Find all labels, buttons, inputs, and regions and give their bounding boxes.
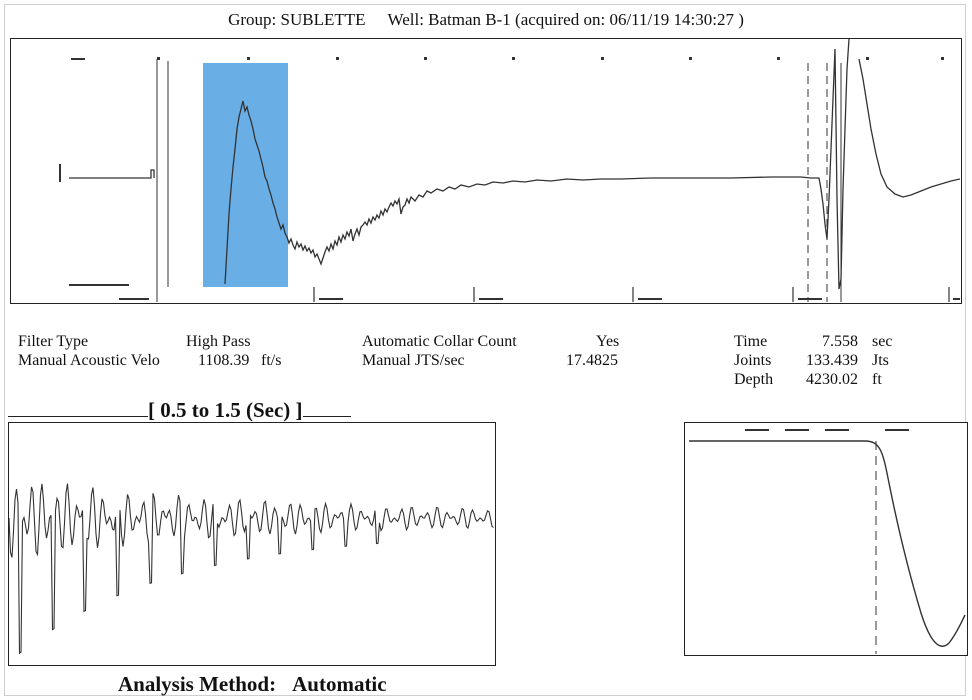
time-label: Time: [734, 333, 768, 350]
top-tick-6: [689, 57, 692, 60]
manual-velocity-label: Manual Acoustic Velo: [18, 352, 160, 369]
manual-velocity-unit: ft/s: [261, 352, 282, 369]
depth-value: 4230.02: [806, 371, 858, 388]
left-scale-label-bar: [69, 284, 129, 286]
header: Group: SUBLETTE Well: Batman B-1 (acquire…: [0, 10, 972, 30]
trace-main: [224, 38, 850, 290]
top-tick-8: [866, 57, 869, 60]
time-value: 7.558: [822, 333, 858, 350]
acoustic-trace-panel[interactable]: [10, 38, 962, 304]
group-label: Group: SUBLETTE: [228, 10, 366, 29]
joints-label: Joints: [734, 352, 772, 369]
window-underline-right: [302, 398, 351, 417]
manual-jts-label: Manual JTS/sec: [362, 352, 465, 369]
bottom-label-5: [953, 298, 960, 300]
window-range-text: [ 0.5 to 1.5 (Sec) ]: [148, 398, 303, 422]
filter-type-label: Filter Type: [18, 333, 89, 350]
bottom-scale-labels: [119, 298, 960, 300]
analysis-method-value: Automatic: [292, 672, 387, 696]
well-label: Well: Batman B-1 (acquired on: 06/11/19 …: [387, 10, 744, 29]
analysis-method-label: Analysis Method:: [118, 672, 277, 696]
collar-waveform-panel[interactable]: [8, 422, 496, 666]
settings-block: Filter Type High Pass Manual Acoustic Ve…: [18, 332, 658, 374]
manual-jts-value: 17.4825: [566, 352, 618, 369]
results-block: Time 7.558 sec Joints 133.439 Jts Depth …: [734, 332, 934, 394]
joints-value: 133.439: [806, 352, 858, 369]
top-tick-9: [941, 57, 944, 60]
filter-response-curve: [689, 440, 966, 647]
top-tick-marks: [71, 57, 944, 60]
acoustic-trace-svg: [59, 38, 961, 302]
left-scale-tick: [59, 164, 61, 182]
manual-velocity-value: 1108.39: [198, 352, 250, 369]
collar-waveform-trace: [8, 483, 494, 655]
depth-unit: ft: [872, 371, 882, 388]
bottom-label-1: [319, 298, 343, 300]
top-tick-7: [777, 57, 780, 60]
filter-type-value: High Pass: [186, 333, 251, 350]
top-tick-1: [247, 57, 250, 60]
window-underline-left: [8, 398, 148, 417]
bottom-label-4: [798, 298, 822, 300]
time-unit: sec: [872, 333, 893, 350]
bottom-label-2: [479, 298, 503, 300]
analysis-method: Analysis Method: Automatic: [118, 672, 387, 697]
depth-label: Depth: [734, 371, 774, 388]
bottom-label-0: [119, 298, 149, 300]
window-range-label: [ 0.5 to 1.5 (Sec) ]: [8, 398, 351, 423]
trace-decay: [858, 58, 961, 198]
trace-baseline: [69, 169, 155, 179]
selection-region[interactable]: [203, 63, 288, 287]
page-frame: [4, 4, 966, 696]
filter-response-svg: [689, 429, 966, 654]
top-tick-4: [512, 57, 515, 60]
top-tick-2: [336, 57, 339, 60]
bottom-label-3: [638, 298, 662, 300]
bottom-scale: [313, 287, 950, 302]
filter-response-panel[interactable]: [684, 422, 968, 656]
auto-collar-label: Automatic Collar Count: [362, 333, 517, 350]
top-marks: [745, 429, 909, 431]
top-tick-5: [601, 57, 604, 60]
top-tick-0: [157, 57, 160, 60]
auto-collar-value: Yes: [596, 333, 620, 350]
collar-waveform-svg: [8, 483, 494, 655]
top-tick-start: [71, 58, 85, 60]
top-tick-3: [424, 57, 427, 60]
joints-unit: Jts: [872, 352, 889, 369]
left-scale-marks: [59, 164, 129, 286]
